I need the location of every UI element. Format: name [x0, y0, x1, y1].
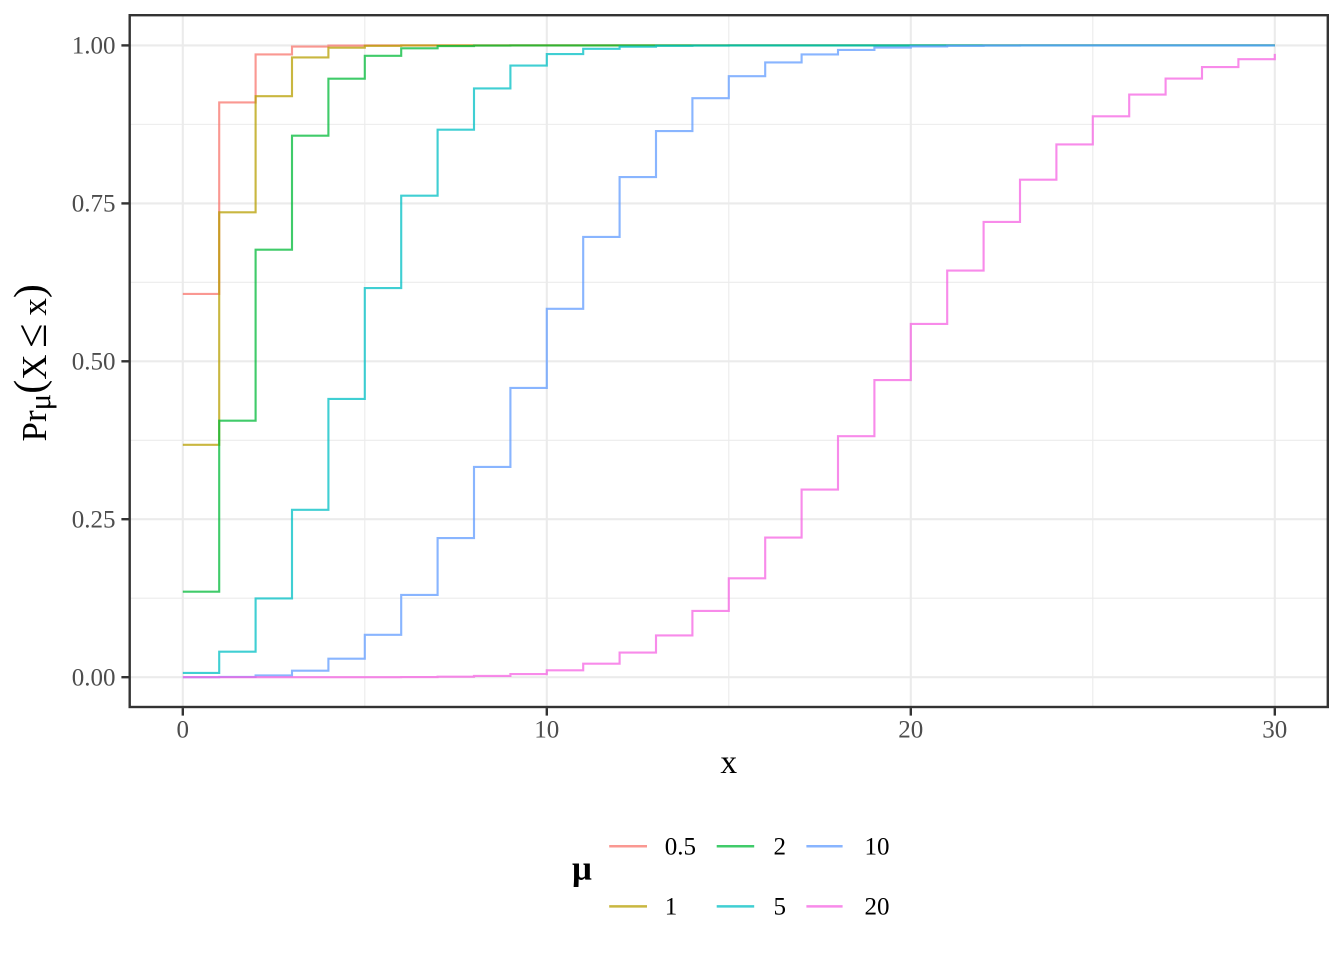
svg-text:x: x: [720, 744, 737, 781]
svg-text:1: 1: [665, 894, 678, 921]
svg-text:10: 10: [534, 717, 559, 744]
svg-text:2: 2: [774, 834, 787, 861]
svg-text:0.5: 0.5: [665, 834, 696, 861]
svg-text:Prμ(X ≤ x): Prμ(X ≤ x): [7, 284, 57, 441]
svg-text:5: 5: [774, 894, 787, 921]
svg-text:20: 20: [898, 717, 923, 744]
svg-text:0.00: 0.00: [72, 665, 116, 692]
svg-text:10: 10: [865, 834, 890, 861]
svg-text:0.25: 0.25: [72, 507, 116, 534]
svg-text:0.75: 0.75: [72, 191, 116, 218]
svg-text:0.50: 0.50: [72, 349, 116, 376]
svg-text:μ: μ: [572, 848, 592, 887]
svg-text:20: 20: [865, 894, 890, 921]
svg-text:30: 30: [1262, 717, 1287, 744]
svg-text:0: 0: [177, 717, 190, 744]
svg-text:1.00: 1.00: [72, 33, 116, 60]
